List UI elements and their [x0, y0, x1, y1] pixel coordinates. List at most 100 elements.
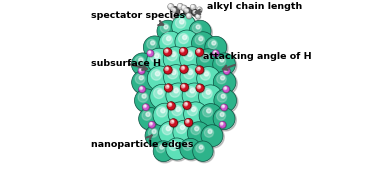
Circle shape: [147, 50, 154, 57]
Circle shape: [208, 130, 212, 133]
Circle shape: [191, 107, 196, 112]
Circle shape: [144, 105, 146, 108]
Circle shape: [174, 122, 198, 145]
Circle shape: [167, 102, 176, 111]
Circle shape: [172, 14, 196, 39]
Circle shape: [202, 126, 224, 148]
Circle shape: [188, 70, 192, 75]
Circle shape: [170, 104, 171, 105]
Circle shape: [184, 84, 209, 109]
Circle shape: [191, 5, 194, 8]
Circle shape: [189, 20, 211, 42]
Circle shape: [152, 130, 156, 133]
Circle shape: [183, 101, 191, 109]
Circle shape: [196, 15, 198, 17]
Text: nanoparticle edges: nanoparticle edges: [91, 135, 194, 149]
Circle shape: [166, 36, 171, 41]
Circle shape: [165, 67, 169, 70]
Circle shape: [189, 123, 212, 146]
Circle shape: [177, 3, 183, 9]
Circle shape: [142, 111, 152, 120]
Circle shape: [213, 53, 236, 76]
Circle shape: [220, 113, 224, 116]
Circle shape: [193, 33, 216, 56]
Circle shape: [204, 54, 208, 58]
Circle shape: [181, 84, 185, 88]
Circle shape: [160, 33, 184, 57]
Circle shape: [136, 90, 159, 114]
Circle shape: [139, 86, 146, 93]
Circle shape: [185, 120, 189, 123]
Circle shape: [133, 72, 156, 95]
Circle shape: [150, 84, 175, 109]
Circle shape: [170, 12, 176, 19]
Circle shape: [171, 8, 176, 12]
Circle shape: [161, 108, 165, 113]
Circle shape: [196, 84, 204, 92]
Circle shape: [175, 30, 199, 54]
Circle shape: [197, 7, 202, 12]
Circle shape: [157, 107, 167, 117]
Circle shape: [160, 123, 184, 146]
Circle shape: [170, 103, 194, 128]
Circle shape: [153, 88, 164, 98]
Circle shape: [164, 65, 188, 90]
Circle shape: [138, 67, 145, 74]
Circle shape: [183, 35, 187, 40]
Circle shape: [195, 127, 199, 131]
Circle shape: [226, 69, 227, 70]
Circle shape: [149, 122, 156, 129]
Circle shape: [181, 5, 187, 11]
Circle shape: [190, 22, 212, 43]
Circle shape: [166, 50, 167, 51]
Circle shape: [159, 121, 182, 145]
Circle shape: [165, 84, 173, 93]
Circle shape: [182, 83, 207, 108]
Circle shape: [198, 68, 222, 92]
Circle shape: [173, 143, 177, 147]
Circle shape: [173, 120, 196, 144]
Circle shape: [148, 51, 151, 54]
Circle shape: [217, 93, 227, 102]
Circle shape: [186, 13, 192, 19]
Circle shape: [191, 5, 196, 10]
Circle shape: [176, 124, 186, 134]
Circle shape: [148, 50, 173, 74]
Circle shape: [196, 66, 204, 75]
Circle shape: [155, 71, 160, 76]
Circle shape: [180, 125, 185, 130]
Circle shape: [166, 85, 169, 88]
Circle shape: [179, 5, 180, 6]
Circle shape: [212, 50, 219, 57]
Circle shape: [213, 50, 220, 57]
Circle shape: [215, 72, 237, 95]
Circle shape: [151, 52, 161, 62]
Circle shape: [193, 141, 213, 161]
Circle shape: [170, 5, 171, 6]
Circle shape: [224, 87, 227, 90]
Circle shape: [153, 103, 177, 127]
Circle shape: [187, 105, 197, 116]
Circle shape: [180, 83, 188, 91]
Circle shape: [214, 54, 237, 77]
Text: subsurface H: subsurface H: [91, 59, 162, 70]
Circle shape: [220, 122, 226, 129]
Circle shape: [181, 5, 187, 11]
Circle shape: [188, 52, 192, 57]
Circle shape: [213, 71, 236, 94]
Circle shape: [176, 32, 200, 55]
Circle shape: [201, 125, 223, 147]
Circle shape: [179, 47, 188, 56]
Circle shape: [167, 102, 175, 110]
Circle shape: [199, 37, 203, 41]
Circle shape: [185, 9, 188, 12]
Circle shape: [195, 35, 205, 45]
Circle shape: [165, 66, 190, 91]
Circle shape: [205, 36, 227, 58]
Circle shape: [164, 48, 172, 57]
Circle shape: [176, 18, 186, 28]
Circle shape: [172, 105, 182, 116]
Circle shape: [145, 105, 146, 106]
Circle shape: [147, 50, 154, 57]
Circle shape: [183, 142, 192, 150]
